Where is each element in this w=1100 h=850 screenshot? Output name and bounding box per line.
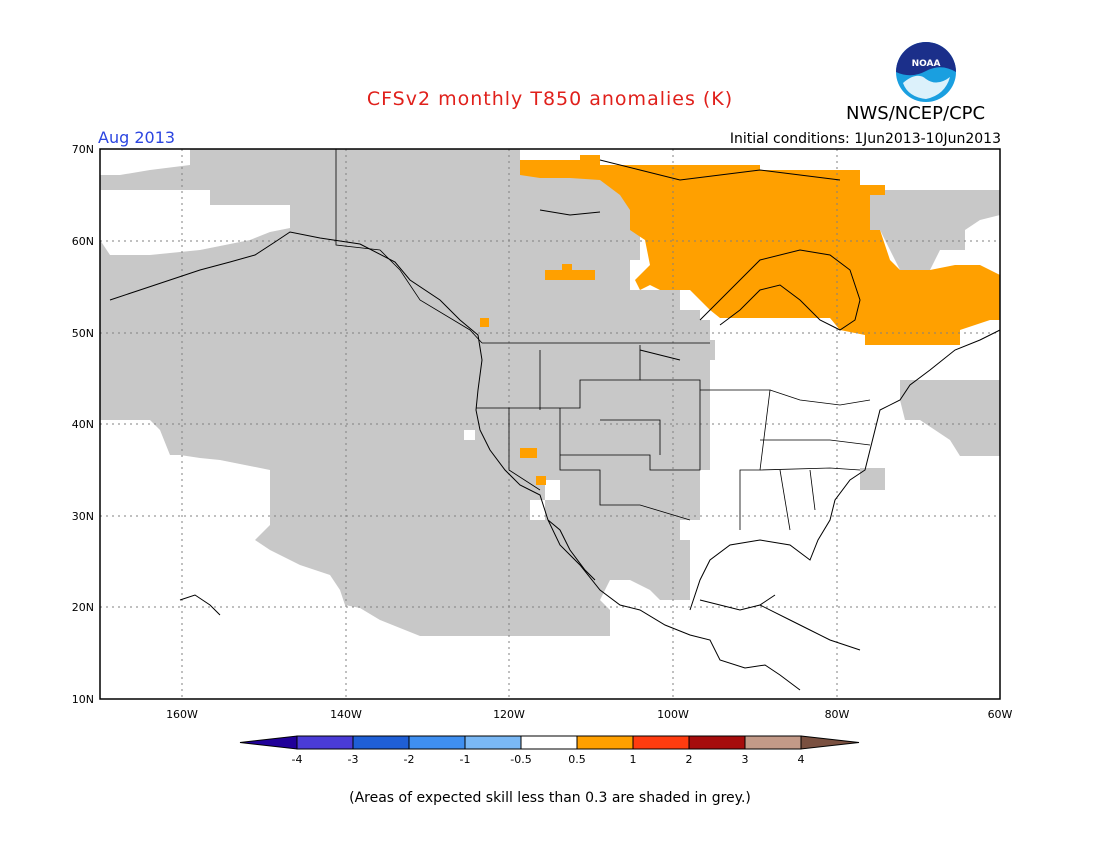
initial-conditions: Initial conditions: 1Jun2013-10Jun2013 bbox=[729, 131, 1001, 147]
legend-swatch bbox=[688, 735, 746, 750]
lon-label: 160W bbox=[166, 708, 198, 721]
legend-swatch bbox=[632, 735, 690, 750]
lon-label: 140W bbox=[330, 708, 362, 721]
legend-label: 4 bbox=[798, 753, 805, 766]
legend-arrow-high bbox=[800, 735, 860, 750]
lat-label: 30N bbox=[72, 510, 94, 523]
legend-label: 0.5 bbox=[568, 753, 586, 766]
legend-label: -2 bbox=[404, 753, 415, 766]
unshaded-areas bbox=[100, 149, 560, 520]
lat-label: 10N bbox=[72, 693, 94, 706]
lat-label: 70N bbox=[72, 143, 94, 156]
legend-swatch bbox=[296, 735, 354, 750]
legend-label: 3 bbox=[742, 753, 749, 766]
legend-swatch bbox=[520, 735, 578, 750]
political-borders bbox=[335, 149, 871, 531]
lon-label: 120W bbox=[493, 708, 525, 721]
map-frame bbox=[99, 148, 1001, 700]
skill-footnote: (Areas of expected skill less than 0.3 a… bbox=[349, 790, 751, 806]
legend-label: -3 bbox=[348, 753, 359, 766]
lon-label: 80W bbox=[825, 708, 850, 721]
color-legend: -4 -3 -2 -1 -0.5 0.5 1 2 3 4 bbox=[239, 735, 860, 766]
longitude-labels: 160W 140W 120W 100W 80W 60W bbox=[166, 708, 1012, 721]
legend-label: 1 bbox=[630, 753, 637, 766]
lon-label: 100W bbox=[657, 708, 689, 721]
legend-swatch bbox=[744, 735, 802, 750]
legend-label: -4 bbox=[292, 753, 303, 766]
noaa-logo: NOAA bbox=[896, 42, 956, 102]
legend-swatch bbox=[352, 735, 410, 750]
latitude-labels: 70N 60N 50N 40N 30N 20N 10N bbox=[72, 143, 94, 706]
graticule bbox=[100, 149, 1000, 699]
logo-text: NOAA bbox=[912, 59, 941, 69]
forecast-month: Aug 2013 bbox=[98, 128, 176, 147]
legend-label: -1 bbox=[460, 753, 471, 766]
warm-anomaly-areas bbox=[480, 155, 1000, 485]
legend-label: 2 bbox=[686, 753, 693, 766]
lon-label: 60W bbox=[988, 708, 1013, 721]
lat-label: 40N bbox=[72, 418, 94, 431]
legend-swatch bbox=[464, 735, 522, 750]
map-title: CFSv2 monthly T850 anomalies (K) bbox=[366, 88, 734, 110]
lat-label: 60N bbox=[72, 235, 94, 248]
legend-swatch bbox=[408, 735, 466, 750]
coastlines bbox=[109, 159, 1001, 691]
legend-swatch bbox=[576, 735, 634, 750]
agency-label: NWS/NCEP/CPC bbox=[846, 103, 986, 124]
legend-arrow-low bbox=[239, 735, 298, 750]
legend-label: -0.5 bbox=[510, 753, 531, 766]
lat-label: 50N bbox=[72, 327, 94, 340]
lat-label: 20N bbox=[72, 601, 94, 614]
